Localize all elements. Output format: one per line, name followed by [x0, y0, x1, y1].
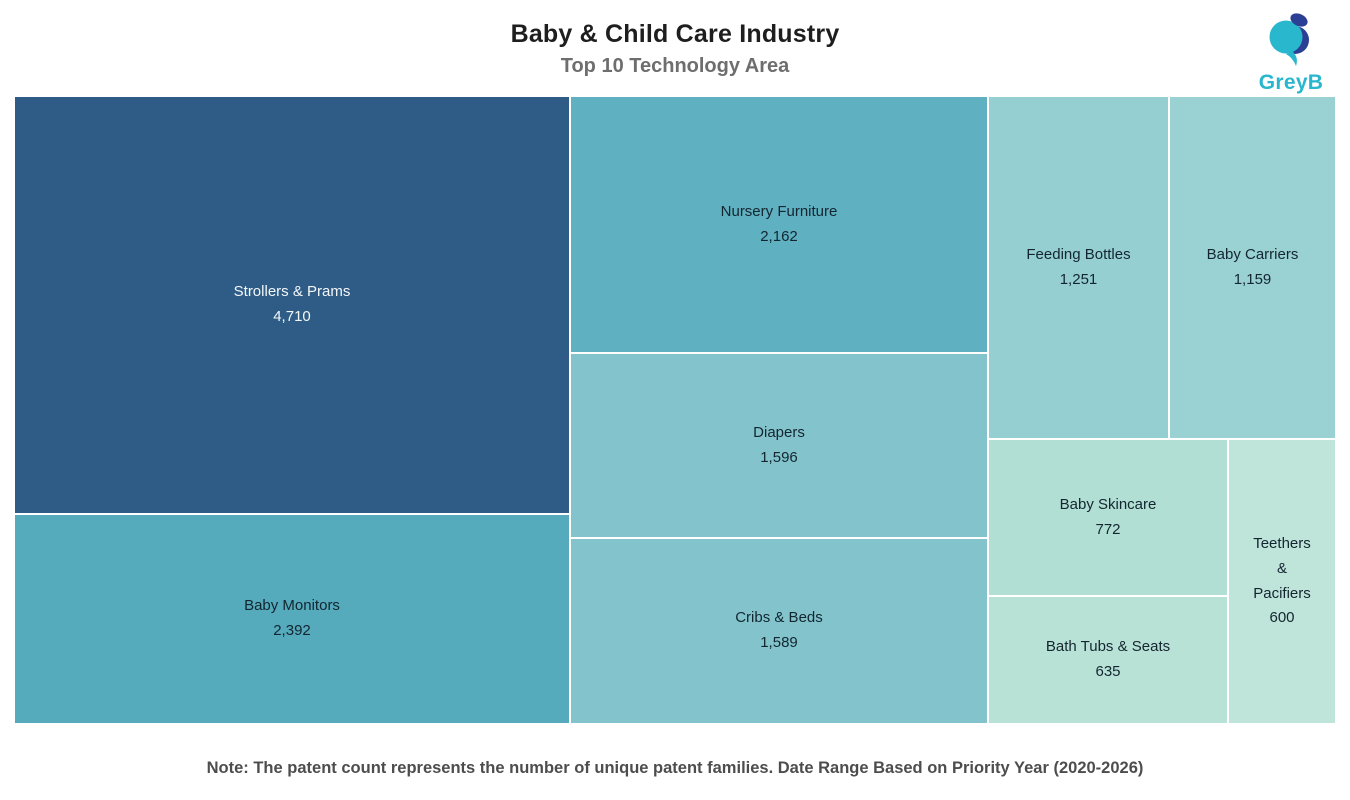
- chart-subtitle: Top 10 Technology Area: [560, 55, 790, 77]
- tile-label: Feeding Bottles: [1026, 245, 1131, 263]
- tile-value: 1,596: [760, 448, 798, 466]
- treemap-tile-baby-monitors[interactable]: Baby Monitors 2,392: [15, 515, 569, 723]
- tile-label: Baby Carriers: [1206, 245, 1299, 263]
- treemap-tile-feeding-bottles[interactable]: Feeding Bottles 1,251: [989, 97, 1168, 438]
- footer-note: Note: The patent count represents the nu…: [206, 759, 1144, 777]
- treemap-tile-nursery-furniture[interactable]: Nursery Furniture 2,162: [571, 97, 987, 352]
- tile-label: Diapers: [753, 423, 805, 441]
- treemap-tile-teethers-pacifiers[interactable]: Teethers & Pacifiers 600: [1229, 440, 1335, 723]
- tile-label: Cribs & Beds: [735, 609, 823, 627]
- greyb-logo-icon: [1263, 8, 1319, 73]
- tile-value: 1,159: [1233, 270, 1272, 288]
- tile-value: 4,710: [273, 308, 311, 325]
- tile-label: Baby Skincare: [1059, 495, 1157, 513]
- tile-label: Teethers & Pacifiers: [1253, 535, 1311, 602]
- tile-value: 635: [1095, 663, 1121, 680]
- tile-value: 2,162: [760, 227, 798, 245]
- treemap-chart: Strollers & Prams 4,710 Baby Monitors 2,392…: [15, 97, 1335, 723]
- chart-header: Baby & Child Care Industry Top 10 Techno…: [0, 0, 1350, 78]
- tile-value: 600: [1269, 609, 1295, 627]
- tile-label: Bath Tubs & Seats: [1045, 638, 1171, 656]
- treemap-tile-strollers-prams[interactable]: Strollers & Prams 4,710: [15, 97, 569, 513]
- treemap-tile-bath-tubs-seats[interactable]: Bath Tubs & Seats 635: [989, 597, 1227, 723]
- treemap-tile-baby-carriers[interactable]: Baby Carriers 1,159: [1170, 97, 1335, 438]
- treemap-tile-baby-skincare[interactable]: Baby Skincare 772: [989, 440, 1227, 595]
- chart-title: Baby & Child Care Industry: [510, 20, 840, 48]
- tile-label: Strollers & Prams: [233, 283, 351, 301]
- tile-value: 2,392: [273, 622, 311, 639]
- tile-label: Baby Monitors: [244, 597, 340, 615]
- tile-value: 1,589: [760, 634, 798, 651]
- treemap-tile-diapers[interactable]: Diapers 1,596: [571, 354, 987, 537]
- tile-label: Nursery Furniture: [720, 202, 838, 220]
- greyb-logo: GreyB: [1248, 8, 1334, 95]
- greyb-logo-text: GreyB: [1258, 71, 1324, 94]
- tile-value: 1,251: [1059, 270, 1098, 288]
- treemap-tile-cribs-beds[interactable]: Cribs & Beds 1,589: [571, 539, 987, 723]
- tile-value: 772: [1095, 520, 1121, 538]
